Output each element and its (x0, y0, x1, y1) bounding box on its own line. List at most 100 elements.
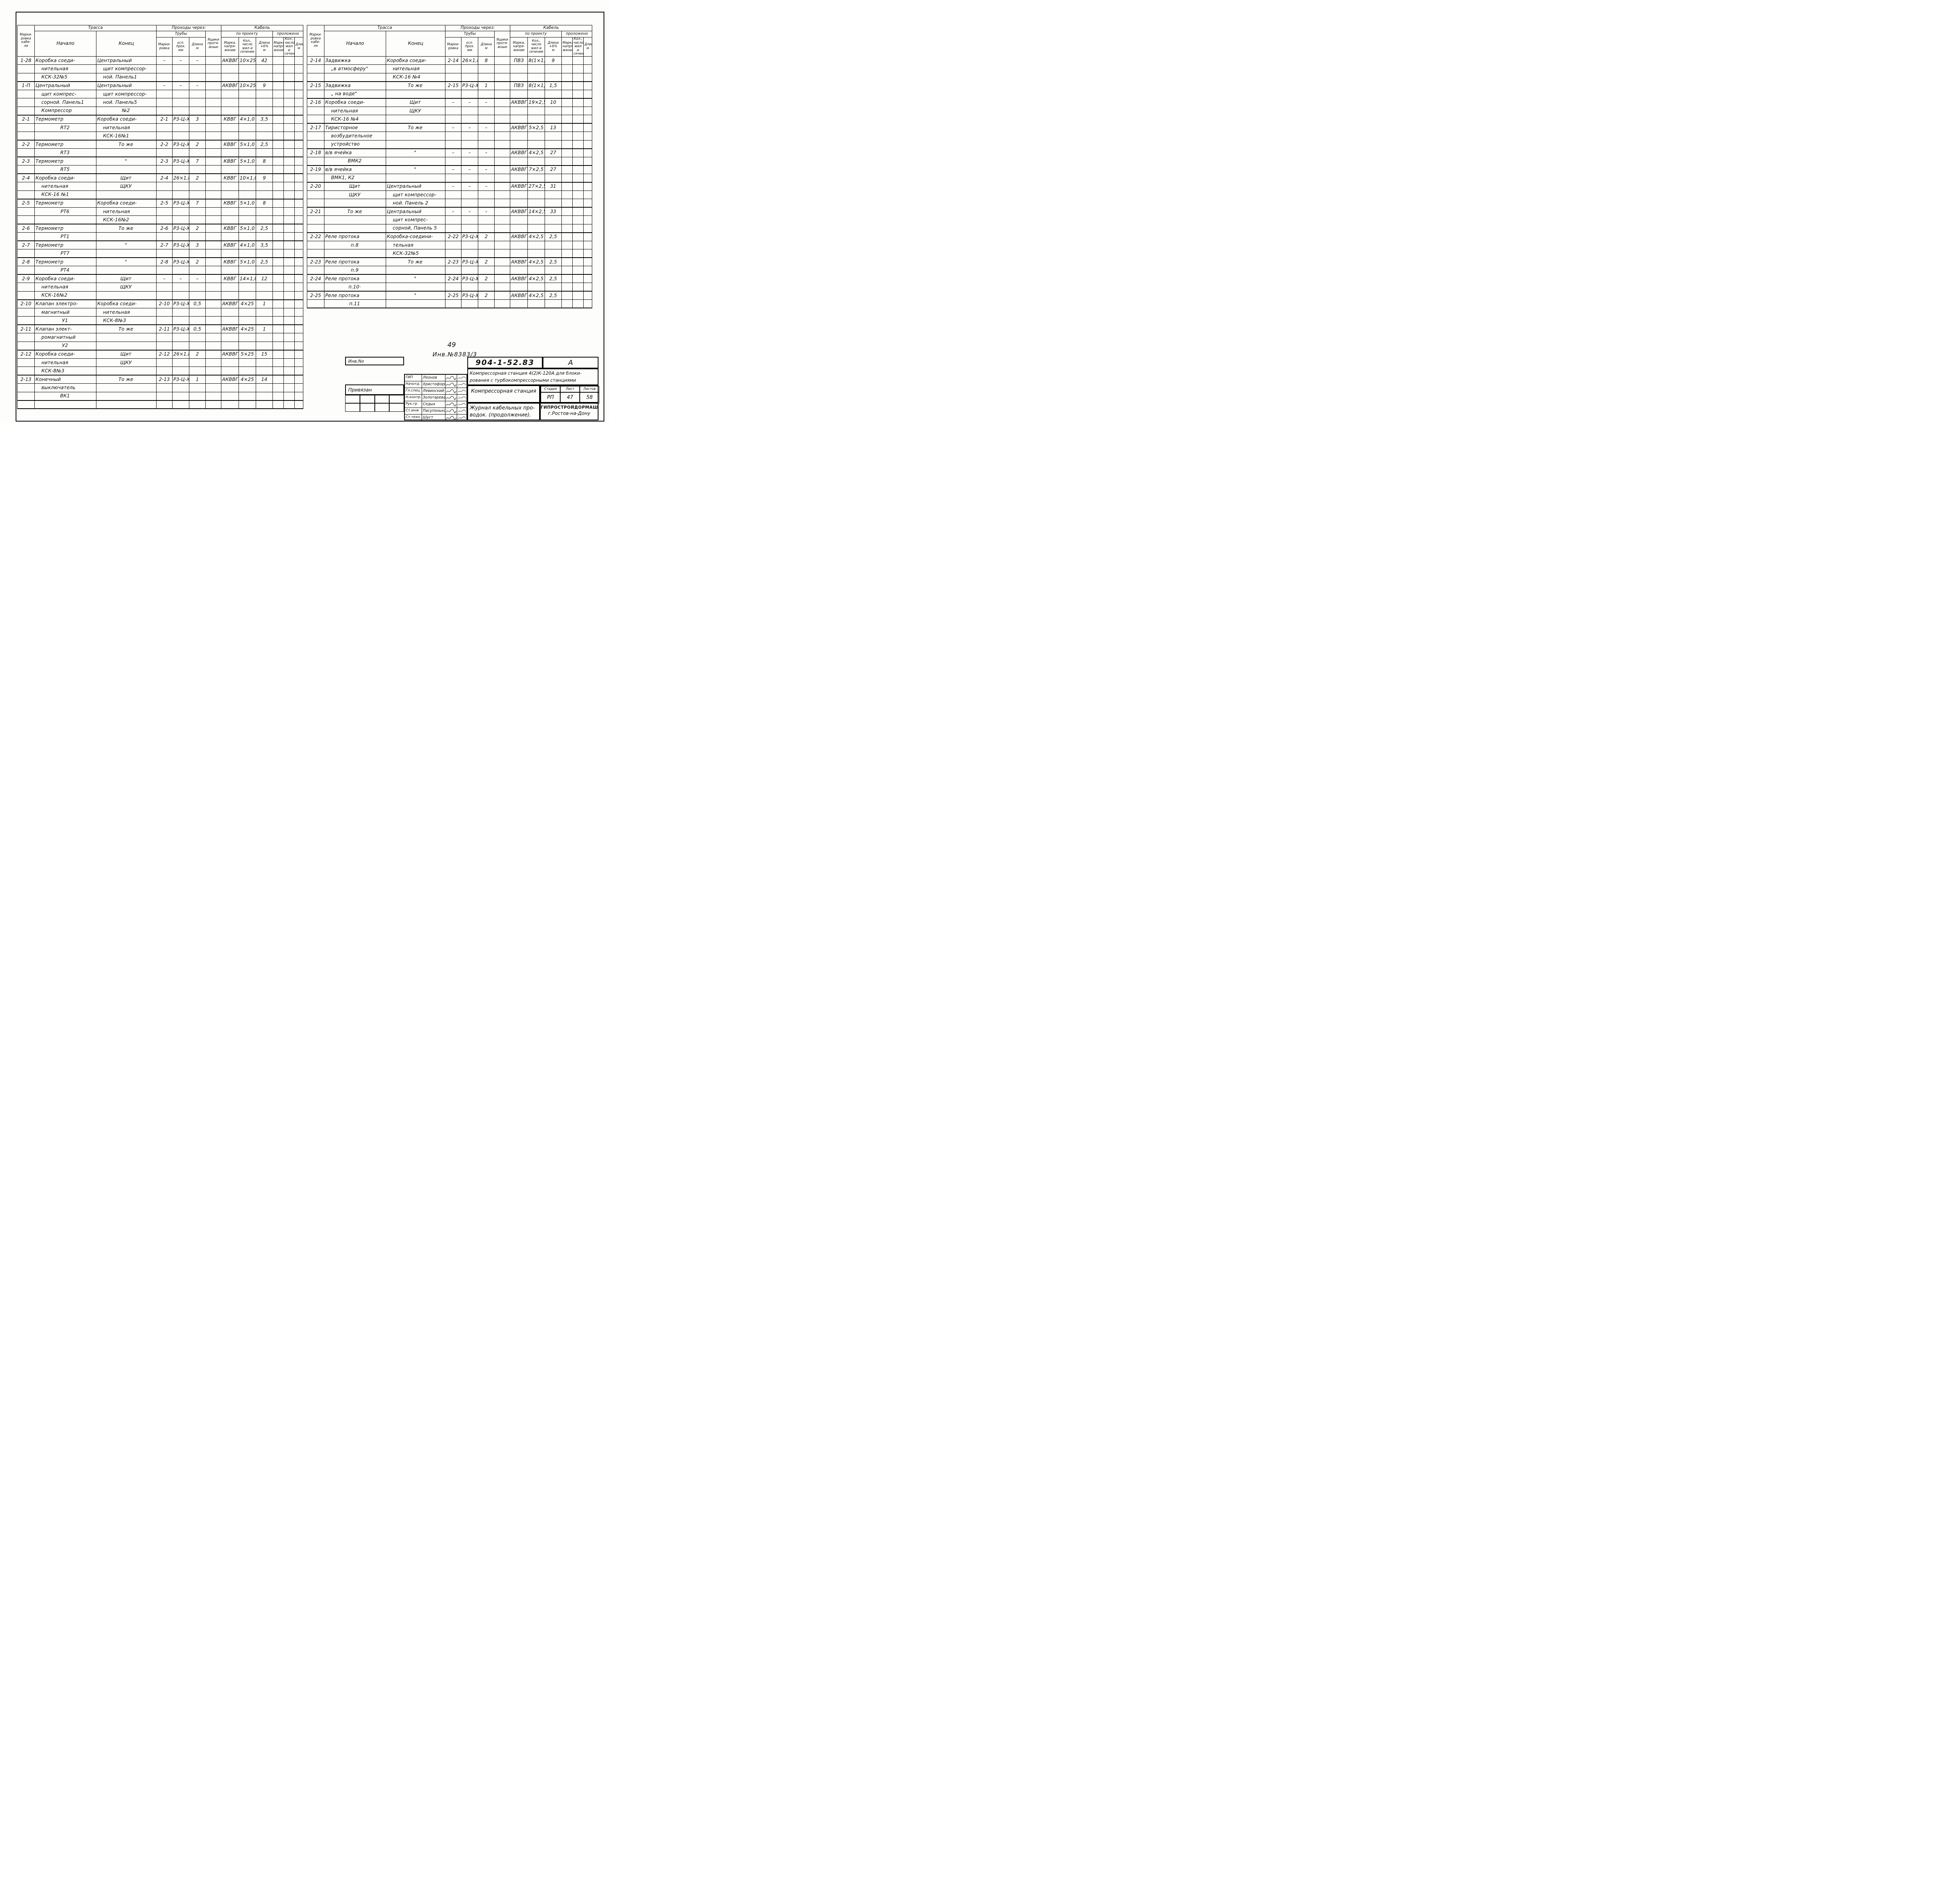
cable-length-laid (583, 173, 593, 183)
cable-marking: 2-2 (17, 140, 35, 149)
cable-brand-laid (272, 266, 284, 275)
route-start (324, 249, 386, 258)
tube-bore (172, 106, 189, 116)
route-end: " (386, 291, 445, 300)
route-start: Термометр (34, 240, 96, 250)
signature-scribble-icon (445, 388, 457, 394)
tube-length (189, 73, 206, 82)
cable-length-project (545, 89, 562, 99)
cable-marking (17, 215, 35, 225)
cable-length-laid (294, 316, 304, 326)
cable-length-laid (583, 283, 593, 292)
cable-marking (17, 207, 35, 216)
cable-marking (17, 249, 35, 258)
cable-length-laid (294, 249, 304, 258)
cable-marking (307, 283, 324, 292)
cable-marking (17, 391, 35, 401)
cable-length-project: 12 (256, 274, 273, 283)
signature-role: Ст.техн. (405, 415, 422, 421)
route-start: Коробка соеди- (34, 350, 96, 359)
cable-brand-project (221, 333, 239, 342)
tube-marking (445, 115, 461, 124)
tube-marking (445, 266, 461, 275)
cable-length-laid (294, 299, 304, 308)
cable-length-laid (294, 73, 304, 82)
route-start: сорной. Панель1 (34, 98, 96, 107)
cable-brand-laid (272, 283, 284, 292)
journal-row-empty (17, 400, 304, 409)
cable-length-laid (583, 81, 593, 90)
route-end: ЩКУ (96, 283, 157, 292)
tube-marking: 2-6 (156, 224, 173, 233)
route-end: ЩКУ (96, 182, 157, 191)
tube-bore (172, 308, 189, 317)
pull-boxes (205, 199, 222, 208)
cable-brand-laid (272, 215, 284, 225)
tube-length (189, 215, 206, 225)
route-start: п.9 (324, 266, 386, 275)
pull-boxes (205, 165, 222, 174)
route-start: Центральный (34, 81, 96, 90)
cable-brand-laid (272, 148, 284, 158)
revision-letter: А (543, 357, 598, 368)
tube-bore (172, 341, 189, 351)
tube-marking (156, 132, 173, 141)
journal-row: п.8 тельная (307, 240, 593, 250)
cable-cores-project (239, 123, 256, 132)
route-start: РТ1 (34, 232, 96, 242)
cable-marking (307, 140, 324, 149)
tube-length (189, 232, 206, 242)
cable-brand-project (221, 148, 239, 158)
route-start: КСК-16 №1 (34, 190, 96, 199)
tube-marking: – (445, 98, 461, 107)
tube-length: – (478, 165, 495, 174)
pull-boxes (205, 123, 222, 132)
tube-bore (172, 283, 189, 292)
pull-boxes (494, 98, 511, 107)
cable-length-project: 1 (256, 299, 273, 308)
route-end: " (386, 274, 445, 283)
tube-marking (156, 207, 173, 216)
journal-row: КСК-32№5 ной. Панель1 (17, 73, 304, 82)
cable-marking: 2-12 (17, 350, 35, 359)
journal-row: RT3 (17, 148, 304, 158)
cable-length-laid (583, 98, 593, 107)
route-start (34, 132, 96, 141)
column-header: усл. прох. мм (172, 37, 189, 57)
cable-brand-project (221, 89, 239, 99)
cable-brand-project (221, 215, 239, 225)
cable-length-laid (294, 89, 304, 99)
cable-marking: 1-28 (17, 56, 35, 65)
drawing-sheet: Марки- ровка кабе- ля Трасса Проходы через… (0, 0, 609, 423)
cable-length-project: 31 (545, 182, 562, 191)
cable-cores-laid (572, 257, 584, 267)
column-header: Длин. м (583, 37, 593, 57)
tube-marking: – (156, 274, 173, 283)
cable-length-laid (294, 173, 304, 183)
cable-cores-project: 4×2,5 (527, 148, 545, 157)
tube-length (478, 199, 495, 208)
route-end (96, 367, 157, 376)
route-end: Центральный (386, 182, 445, 191)
pull-boxes (205, 308, 222, 317)
cable-brand-project (221, 283, 239, 292)
route-start: устройство (324, 140, 386, 149)
cable-cores-project: 4×2,5 (527, 291, 545, 300)
route-end (96, 341, 157, 351)
cable-brand-project (510, 215, 528, 224)
cable-brand-project: АКВВГ (510, 123, 528, 132)
route-start: RT5 (34, 165, 96, 174)
route-end: КСК-16№1 (96, 132, 157, 141)
cable-cores-laid (572, 148, 584, 157)
cable-cores-laid (283, 199, 295, 208)
cable-length-project: 14 (256, 375, 273, 384)
tube-bore (172, 215, 189, 225)
cable-brand-laid (561, 257, 573, 267)
tube-length (478, 132, 495, 141)
route-end (96, 249, 157, 258)
pull-boxes (494, 148, 511, 157)
cable-length-project (545, 132, 562, 141)
cable-brand-project (510, 283, 528, 292)
